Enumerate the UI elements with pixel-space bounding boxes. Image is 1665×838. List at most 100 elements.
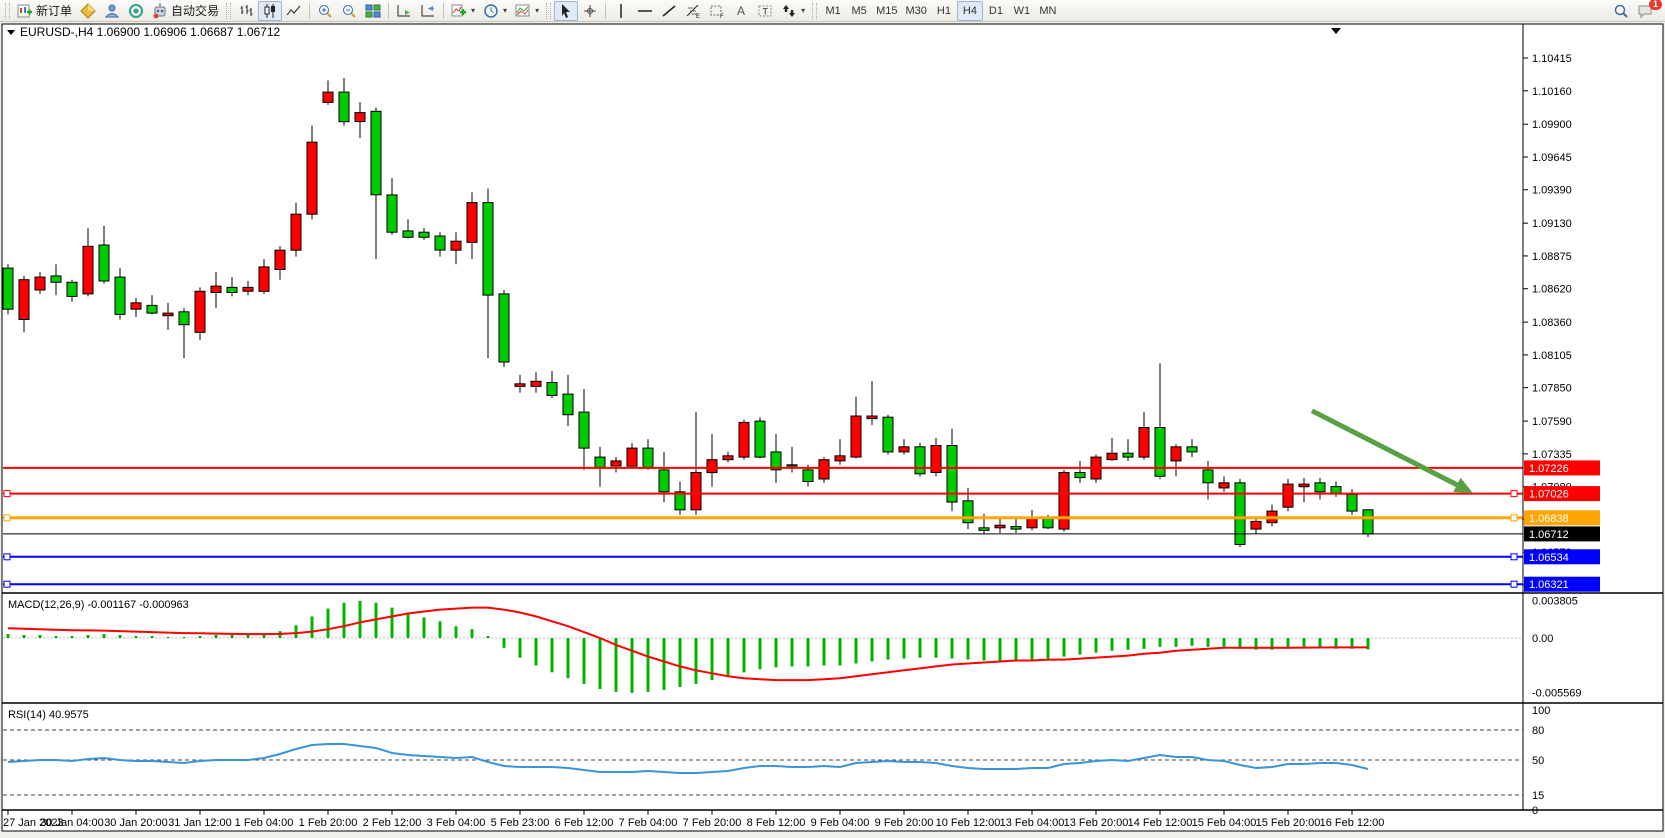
candle[interactable] [338,91,350,123]
candle[interactable] [1138,427,1150,458]
new-order-button[interactable]: 新订单 [13,1,76,21]
candle[interactable] [1010,526,1022,530]
candle[interactable] [290,213,302,251]
candle[interactable] [178,311,190,326]
tile-windows-button[interactable] [361,1,385,21]
line-handle[interactable] [3,490,11,498]
candle[interactable] [1330,486,1342,494]
notifications-button[interactable]: 1 [1633,0,1662,21]
candle[interactable] [1362,509,1374,535]
timeframe-button-M15[interactable]: M15 [876,4,898,17]
indicators-button[interactable]: ▾ [447,1,479,21]
line-handle[interactable] [3,514,11,522]
candle[interactable] [226,286,238,293]
vertical-line-tool-button[interactable] [609,1,633,21]
timeframe-button-M30[interactable]: M30 [905,4,927,17]
candle[interactable] [386,194,398,233]
candle[interactable] [210,285,222,294]
candle[interactable] [82,245,94,295]
candle[interactable] [466,202,478,243]
candle[interactable] [434,235,446,251]
fibonacci-tool-button[interactable]: E [681,1,705,21]
candle[interactable] [1314,482,1326,493]
candle[interactable] [162,312,174,317]
candlestick-mode-button[interactable] [258,0,283,21]
candle[interactable] [674,491,686,511]
line-handle[interactable] [1510,514,1518,522]
candle[interactable] [242,286,254,292]
candle[interactable] [546,382,558,396]
candle[interactable] [1282,483,1294,508]
candle[interactable] [1058,472,1070,530]
candle[interactable] [738,421,750,458]
cursor-tool-button[interactable] [554,0,579,21]
trendline-tool-button[interactable] [657,1,681,21]
candle[interactable] [418,231,430,238]
candle[interactable] [626,447,638,467]
candle[interactable] [194,290,206,333]
toolbar-grip[interactable] [812,2,818,19]
candle[interactable] [114,276,126,315]
candle[interactable] [866,415,878,420]
candle[interactable] [2,267,14,310]
candle[interactable] [594,456,606,468]
profile-button[interactable] [100,1,124,21]
text-tool-button[interactable]: A [729,1,753,21]
candle[interactable] [50,275,62,283]
timeframe-button-H4[interactable]: H4 [956,0,983,21]
timeframe-button-MN[interactable]: MN [1039,4,1057,17]
candle[interactable] [1106,452,1118,461]
candle[interactable] [754,420,766,458]
arrows-tool-button[interactable]: ▾ [777,1,809,21]
candle[interactable] [914,446,926,475]
timeframe-button-M5[interactable]: M5 [851,4,867,17]
oneclick-dropdown-icon[interactable] [1331,28,1341,34]
zoom-in-button[interactable] [313,1,337,21]
candle[interactable] [1042,518,1054,529]
candle[interactable] [1026,518,1038,529]
line-handle[interactable] [1510,553,1518,561]
candle[interactable] [786,464,798,467]
candle[interactable] [1154,427,1166,477]
line-handle[interactable] [1510,490,1518,498]
candle[interactable] [98,244,110,282]
toolbar-grip[interactable] [5,2,10,19]
crosshair-tool-button[interactable] [578,1,602,21]
candle[interactable] [34,276,46,291]
candle[interactable] [322,91,334,103]
bar-chart-mode-button[interactable] [234,1,258,21]
candle[interactable] [978,527,990,531]
candle[interactable] [834,455,846,462]
candle[interactable] [1074,472,1086,479]
auto-scroll-button[interactable] [392,1,416,21]
candle[interactable] [690,472,702,511]
line-handle[interactable] [3,580,11,588]
candle[interactable] [1218,482,1230,489]
autotrading-button[interactable]: 自动交易 [148,1,223,21]
macd-signal-line[interactable] [7,606,1368,682]
candle[interactable] [18,279,30,321]
candle[interactable] [706,459,718,474]
periods-button[interactable]: ▾ [479,1,511,21]
templates-button[interactable]: ▾ [511,1,543,21]
candle[interactable] [130,302,142,310]
channel-tool-button[interactable]: F [705,1,729,21]
candle[interactable] [1250,520,1262,530]
candle[interactable] [1346,493,1358,512]
candle[interactable] [850,415,862,458]
candle[interactable] [258,266,270,292]
candle[interactable] [450,240,462,251]
candle[interactable] [1234,482,1246,545]
candle[interactable] [562,393,574,416]
candle[interactable] [402,230,414,238]
candle[interactable] [882,416,894,453]
candle[interactable] [578,411,590,449]
rsi-line[interactable] [7,743,1369,774]
candle[interactable] [1122,452,1134,458]
candle[interactable] [722,455,734,461]
trend-arrow[interactable] [1310,408,1473,494]
candle[interactable] [306,141,318,215]
candle[interactable] [498,293,510,363]
candle[interactable] [946,445,958,503]
candle[interactable] [818,459,830,480]
